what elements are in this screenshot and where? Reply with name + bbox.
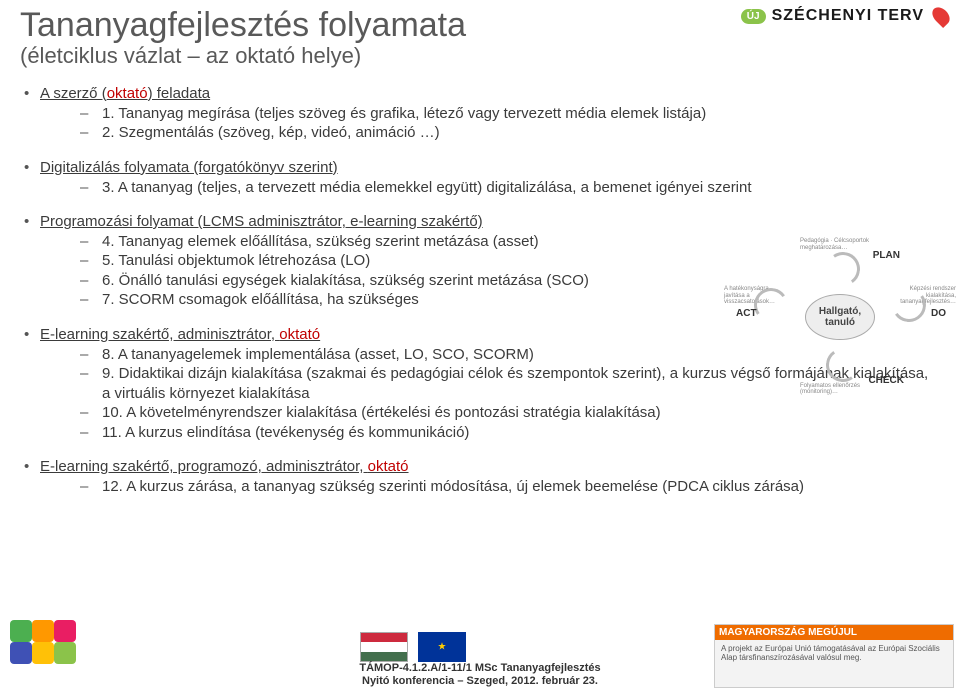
- footer: TÁMOP-4.1.2.A/1-11/1 MSc Tananyagfejlesz…: [0, 606, 960, 692]
- pdca-diagram: Pedagógia · Célcsoportok meghatározása… …: [730, 242, 950, 392]
- page-subtitle: (életciklus vázlat – az oktató helye): [20, 43, 940, 69]
- footer-caption: TÁMOP-4.1.2.A/1-11/1 MSc Tananyagfejlesz…: [359, 662, 600, 688]
- pdca-center: Hallgató,tanuló: [805, 294, 875, 340]
- pdca-act: ACT: [736, 308, 757, 319]
- logo-text: SZÉCHENYI TERV: [772, 7, 924, 25]
- item-10: 10. A követelményrendszer kialakítása (é…: [80, 403, 940, 423]
- item-12: 12. A kurzus zárása, a tananyag szükség …: [80, 477, 940, 497]
- puzzle-logo: [10, 620, 82, 684]
- item-2: 2. Szegmentálás (szöveg, kép, videó, ani…: [80, 123, 940, 143]
- item-5: 5. Tanulási objektumok létrehozása (LO): [80, 251, 710, 271]
- pdca-note-top: Pedagógia · Célcsoportok meghatározása…: [800, 238, 870, 251]
- map-pin-icon: [929, 4, 953, 28]
- pdca-check: CHECK: [868, 375, 904, 386]
- pdca-note-bottom: Folyamatos ellenőrzés (monitoring)…: [800, 383, 870, 396]
- footer-right-box: MAGYARORSZÁG MEGÚJUL A projekt az Európa…: [714, 624, 954, 688]
- flag-eu-icon: [418, 632, 466, 662]
- section-elearning-prog: E-learning szakértő, programozó, adminis…: [20, 458, 940, 496]
- flags: [360, 632, 466, 662]
- flag-hu-icon: [360, 632, 408, 662]
- logo-badge: ÚJ: [741, 9, 766, 24]
- section-digitalization: Digitalizálás folyamata (forgatókönyv sz…: [20, 159, 940, 197]
- szechenyi-logo: ÚJ SZÉCHENYI TERV: [741, 6, 948, 26]
- item-7: 7. SCORM csomagok előállítása, ha szüksé…: [80, 290, 710, 310]
- item-11: 11. A kurzus elindítása (tevékenység és …: [80, 423, 940, 443]
- section-programming: Programozási folyamat (LCMS adminisztrát…: [20, 213, 710, 310]
- item-6: 6. Önálló tanulási egységek kialakítása,…: [80, 271, 710, 291]
- item-3: 3. A tananyag (teljes, a tervezett média…: [80, 178, 940, 198]
- item-4: 4. Tananyag elemek előállítása, szükség …: [80, 232, 710, 252]
- section-author: A szerző (oktató) feladata 1. Tananyag m…: [20, 85, 940, 143]
- pdca-plan: PLAN: [873, 250, 900, 261]
- pdca-do: DO: [931, 308, 946, 319]
- item-1: 1. Tananyag megírása (teljes szöveg és g…: [80, 104, 940, 124]
